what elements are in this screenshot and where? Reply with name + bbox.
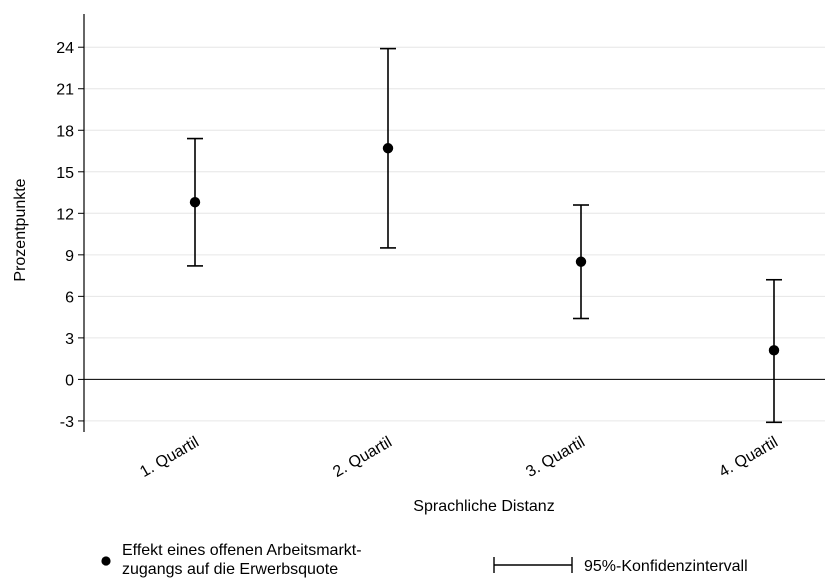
- data-point-1: [189, 197, 201, 208]
- x-tick-label: 3. Quartil: [523, 434, 588, 481]
- y-tick-label: -3: [60, 414, 74, 431]
- legend: Effekt eines offenen Arbeitsmarkt- zugan…: [101, 542, 748, 578]
- y-axis-ticks: -3 0 3 6 9 12 15 18 21 24: [56, 40, 84, 431]
- data-point-2: [382, 143, 394, 154]
- x-tick-label: 2. Quartil: [330, 434, 395, 481]
- y-axis-title: Prozentpunkte: [12, 178, 29, 281]
- x-tick-label: 4. Quartil: [716, 434, 781, 481]
- plot-marks: [187, 47, 782, 424]
- legend-point-label: Effekt eines offenen Arbeitsmarkt- zugan…: [122, 542, 366, 578]
- data-point-4: [768, 345, 780, 356]
- y-tick-label: 18: [56, 123, 74, 140]
- legend-ci-label: 95%-Konfidenzintervall: [584, 558, 748, 575]
- legend-ci-symbol: [493, 557, 573, 573]
- legend-point-label-line-2: zugangs auf die Erwerbsquote: [122, 561, 338, 578]
- y-tick-label: 12: [56, 206, 74, 223]
- y-tick-label: 6: [65, 289, 74, 306]
- y-tick-label: 3: [65, 331, 74, 348]
- legend-point-label-line-1: Effekt eines offenen Arbeitsmarkt-: [122, 542, 362, 559]
- y-tick-label: 9: [65, 248, 74, 265]
- data-point-3: [575, 256, 587, 267]
- legend-point-marker: [101, 556, 111, 566]
- y-tick-label: 21: [56, 82, 74, 99]
- y-tick-label: 0: [65, 372, 74, 389]
- x-axis-title: Sprachliche Distanz: [413, 498, 554, 515]
- x-tick-label: 1. Quartil: [137, 434, 202, 481]
- y-tick-label: 24: [56, 40, 74, 57]
- y-tick-label: 15: [56, 165, 74, 182]
- x-axis-ticks: 1. Quartil 2. Quartil 3. Quartil 4. Quartil: [137, 434, 781, 481]
